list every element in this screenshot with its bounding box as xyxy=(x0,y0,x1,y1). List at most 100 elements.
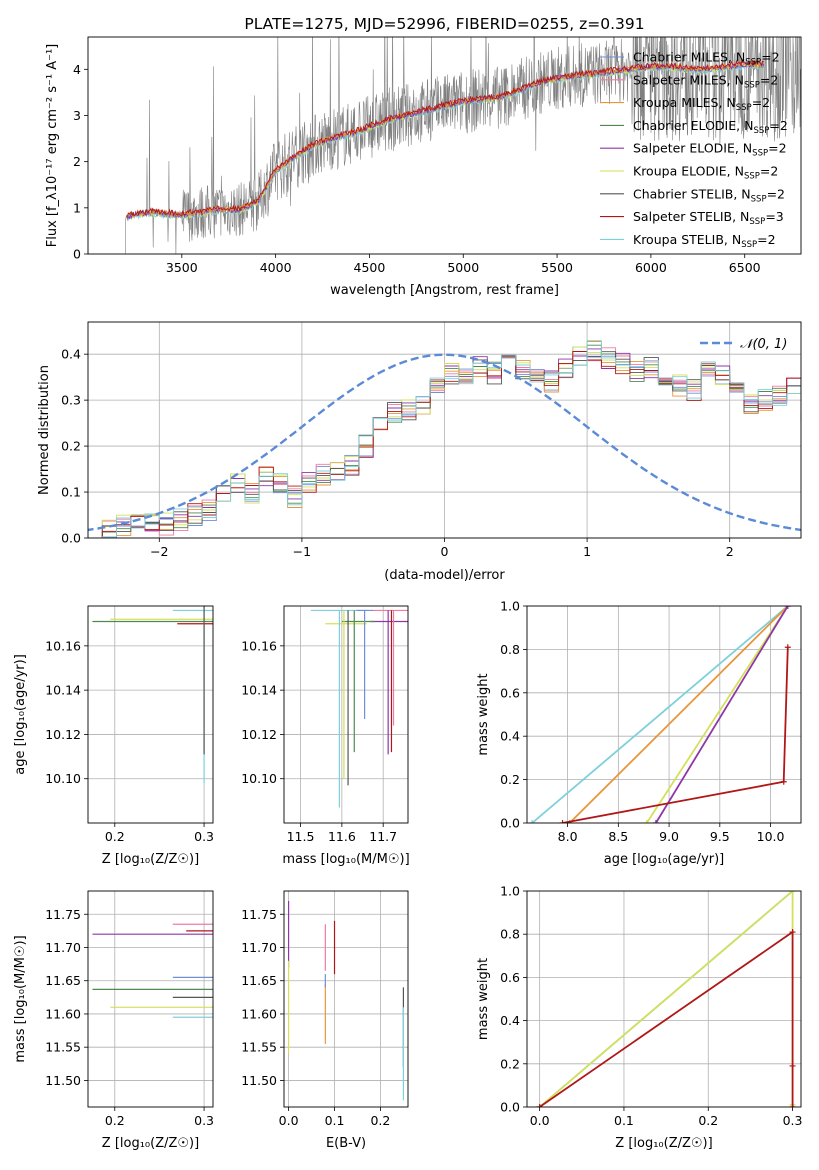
x-tick-label: 0.0 xyxy=(530,1113,550,1128)
weight-line-salpeter_stelib xyxy=(539,930,794,1107)
y-tick-label: 0.3 xyxy=(61,393,81,408)
plot-area xyxy=(284,606,408,823)
weight-line-kroupa_elodie xyxy=(539,891,794,1107)
chart-title: PLATE=1275, MJD=52996, FIBERID=0255, z=0… xyxy=(244,15,644,33)
y-tick-label: 0.2 xyxy=(500,772,520,787)
y-tick-label: 0.8 xyxy=(500,927,520,942)
axes-mass_vs_Z: 0.2 0.3 11.50 11.55 11.60 11.65 11.70 11.75 Z [l… xyxy=(13,890,214,1151)
y-tick-label: 0 xyxy=(73,247,81,262)
y-tick-label: 2 xyxy=(73,154,81,169)
y-tick-label: 11.75 xyxy=(45,907,81,922)
legend-label: 𝒩(0, 1) xyxy=(740,337,787,352)
weight-marker xyxy=(789,1062,796,1069)
y-tick-label: 4 xyxy=(73,62,81,77)
weight-line-kroupa_miles xyxy=(568,606,789,823)
x-tick-label: 0.0 xyxy=(279,1113,299,1128)
y-tick-label: 11.50 xyxy=(45,1073,81,1088)
axes-frame xyxy=(526,890,802,1108)
plot-area xyxy=(284,891,408,1107)
axes-age_vs_Z: 0.2 0.3 10.10 10.12 10.14 10.16 Z [log₁₀(Z/Z☉)… xyxy=(13,605,214,867)
y-tick-label: 0.4 xyxy=(500,729,520,744)
y-tick-label: 10.12 xyxy=(241,727,277,742)
y-tick-label: 0.6 xyxy=(500,970,520,985)
axes-frame xyxy=(283,890,409,1108)
weight-marker xyxy=(780,778,787,785)
axes-spectrum: 3500 4000 4500 5000 5500 6000 6500 0 1 2 3 4 PLATE=1… xyxy=(45,15,802,298)
weight-marker xyxy=(789,891,796,894)
x-axis-label: Z [log₁₀(Z/Z☉)] xyxy=(102,852,199,867)
plot-area xyxy=(88,606,213,823)
axes-mass_weight_vs_age: 8.0 8.5 9.0 9.5 10.0 0.0 0.2 0.4 0.6 0.8 1.0 age [l… xyxy=(476,599,802,867)
y-tick-label: 10.10 xyxy=(45,771,81,786)
legend-label: Salpeter STELIB, NSSP=3 xyxy=(633,209,784,227)
model-line-salpeter_stelib xyxy=(126,58,764,218)
x-axis-label: (data-model)/error xyxy=(384,568,505,583)
y-axis-label: Normed distribution xyxy=(37,365,52,495)
weight-marker xyxy=(784,606,791,609)
x-tick-label: 0.3 xyxy=(783,1113,803,1128)
plot-area xyxy=(88,322,801,538)
legend-label: Kroupa MILES, NSSP=2 xyxy=(633,95,770,113)
x-tick-label: 0.2 xyxy=(105,829,125,844)
y-tick-label: 11.70 xyxy=(241,940,277,955)
x-tick-label: 3500 xyxy=(166,260,198,275)
x-axis-label: mass [log₁₀(M/M☉)] xyxy=(282,852,409,867)
histogram-chabrier_stelib xyxy=(88,351,801,538)
weight-marker xyxy=(536,1104,543,1107)
y-tick-label: 0.2 xyxy=(500,1056,520,1071)
y-tick-label: 11.70 xyxy=(45,940,81,955)
model-line-salpeter_elodie xyxy=(126,61,764,220)
y-tick-label: 3 xyxy=(73,108,81,123)
weight-marker xyxy=(652,820,659,823)
weight-marker xyxy=(789,929,796,936)
y-tick-label: 0.4 xyxy=(61,347,81,362)
x-tick-label: −1 xyxy=(293,544,311,559)
legend: Chabrier MILES, NSSP=2 Salpeter MILES, NS… xyxy=(600,50,788,250)
axes-frame xyxy=(283,605,409,824)
y-tick-label: 11.50 xyxy=(241,1073,277,1088)
y-tick-label: 10.14 xyxy=(45,683,81,698)
legend-label: Kroupa ELODIE, NSSP=2 xyxy=(633,164,778,182)
plot-area xyxy=(527,891,801,1107)
y-tick-label: 0.0 xyxy=(500,816,520,831)
x-tick-label: 0.1 xyxy=(325,1113,345,1128)
plot-area xyxy=(88,891,213,1107)
y-tick-label: 10.10 xyxy=(241,771,277,786)
weight-marker xyxy=(784,644,791,651)
axes-frame xyxy=(87,321,802,539)
y-tick-label: 10.14 xyxy=(241,683,277,698)
x-tick-label: 6500 xyxy=(729,260,761,275)
x-tick-label: 0.2 xyxy=(105,1113,125,1128)
y-tick-label: 11.55 xyxy=(45,1040,81,1055)
y-tick-label: 0.6 xyxy=(500,685,520,700)
y-tick-label: 10.16 xyxy=(45,638,81,653)
axes-frame xyxy=(526,605,802,824)
x-tick-label: 8.5 xyxy=(608,829,628,844)
weight-marker xyxy=(529,820,536,823)
axes-frame xyxy=(87,36,802,255)
x-axis-label: wavelength [Angstrom, rest frame] xyxy=(330,283,559,298)
weight-marker xyxy=(559,820,566,823)
y-tick-label: 0.0 xyxy=(500,1100,520,1115)
legend-label: Salpeter MILES, NSSP=2 xyxy=(633,72,778,90)
histogram-salpeter_stelib xyxy=(88,351,801,538)
y-tick-label: 1 xyxy=(73,200,81,215)
x-tick-label: 0.2 xyxy=(370,1113,390,1128)
axes-residuals: −2 −1 0 1 2 0.0 0.1 0.2 0.3 0.4 (data-model)/error… xyxy=(37,321,802,583)
y-tick-label: 11.60 xyxy=(45,1006,81,1021)
x-axis-label: Z [log₁₀(Z/Z☉)] xyxy=(615,1136,712,1151)
axes-age_vs_mass: 11.5 11.6 11.7 10.10 10.12 10.14 10.16 mass [lo… xyxy=(241,605,410,867)
x-tick-label: 1 xyxy=(583,544,591,559)
x-tick-label: 11.6 xyxy=(328,829,356,844)
x-tick-label: 6000 xyxy=(635,260,667,275)
y-axis-label: age [log₁₀(age/yr)] xyxy=(13,654,28,775)
weight-marker xyxy=(643,820,650,823)
x-tick-label: 5000 xyxy=(447,260,479,275)
y-axis-label: mass [log₁₀(M/M☉)] xyxy=(13,935,28,1062)
plot-area xyxy=(527,606,801,823)
x-tick-label: −2 xyxy=(150,544,168,559)
x-axis-label: Z [log₁₀(Z/Z☉)] xyxy=(102,1136,199,1151)
x-tick-label: 0.3 xyxy=(194,1113,214,1128)
x-axis-label: E(B-V) xyxy=(326,1136,366,1151)
